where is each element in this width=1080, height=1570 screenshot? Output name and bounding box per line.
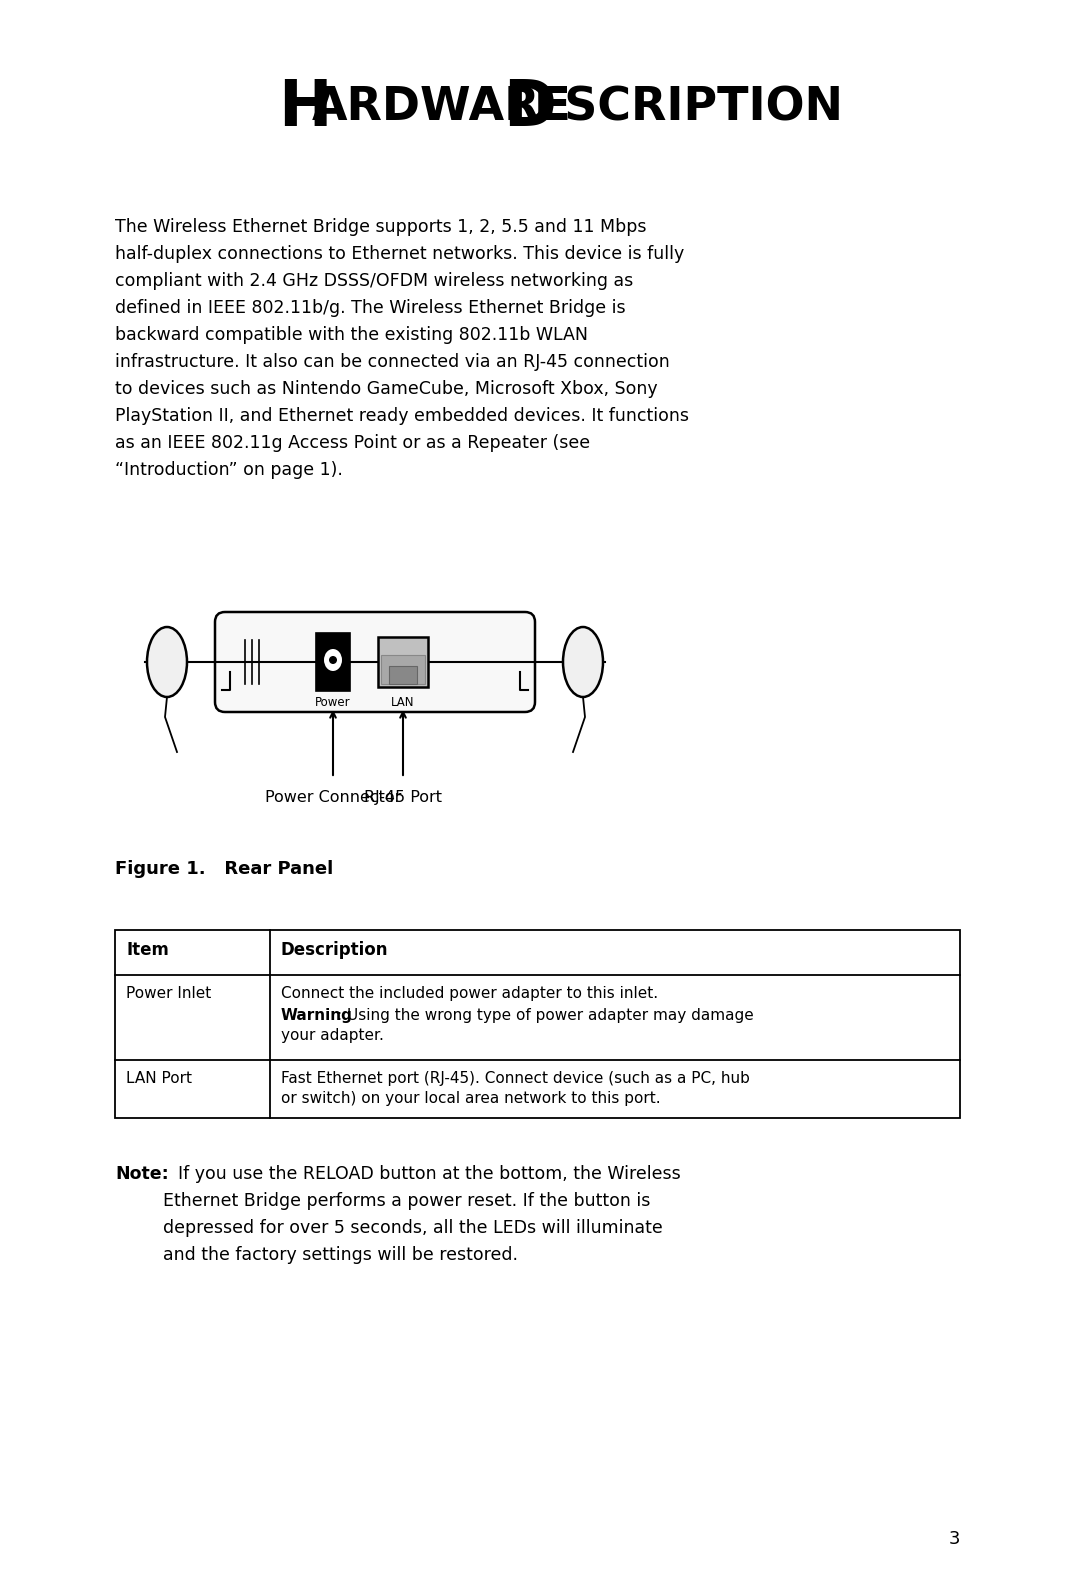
- Text: “Introduction” on page 1).: “Introduction” on page 1).: [114, 462, 342, 479]
- Text: LAN Port: LAN Port: [126, 1071, 192, 1086]
- Text: depressed for over 5 seconds, all the LEDs will illuminate: depressed for over 5 seconds, all the LE…: [163, 1218, 663, 1237]
- Text: Note:: Note:: [114, 1165, 168, 1184]
- Text: D: D: [503, 77, 556, 140]
- Text: Connect the included power adapter to this inlet.: Connect the included power adapter to th…: [281, 986, 658, 1002]
- Text: Warning: Warning: [281, 1008, 353, 1024]
- Text: or switch) on your local area network to this port.: or switch) on your local area network to…: [281, 1091, 661, 1105]
- FancyBboxPatch shape: [215, 612, 535, 713]
- Text: H: H: [279, 77, 332, 140]
- Text: If you use the RELOAD button at the bottom, the Wireless: If you use the RELOAD button at the bott…: [167, 1165, 680, 1184]
- Text: Item: Item: [126, 940, 168, 959]
- Text: Description: Description: [281, 940, 389, 959]
- Text: as an IEEE 802.11g Access Point or as a Repeater (see: as an IEEE 802.11g Access Point or as a …: [114, 433, 590, 452]
- Text: RJ-45 Port: RJ-45 Port: [364, 790, 442, 805]
- Bar: [316, 633, 350, 691]
- Text: LAN: LAN: [391, 696, 415, 710]
- Text: 3: 3: [948, 1531, 960, 1548]
- Text: Power Connector: Power Connector: [265, 790, 401, 805]
- Text: Power Inlet: Power Inlet: [126, 986, 212, 1002]
- Bar: [381, 655, 426, 685]
- Text: Fast Ethernet port (RJ-45). Connect device (such as a PC, hub: Fast Ethernet port (RJ-45). Connect devi…: [281, 1071, 750, 1086]
- Text: Power: Power: [315, 696, 351, 710]
- Ellipse shape: [324, 648, 342, 670]
- Text: compliant with 2.4 GHz DSSS/OFDM wireless networking as: compliant with 2.4 GHz DSSS/OFDM wireles…: [114, 272, 633, 290]
- Text: The Wireless Ethernet Bridge supports 1, 2, 5.5 and 11 Mbps: The Wireless Ethernet Bridge supports 1,…: [114, 218, 647, 236]
- Text: half-duplex connections to Ethernet networks. This device is fully: half-duplex connections to Ethernet netw…: [114, 245, 685, 264]
- Text: : Using the wrong type of power adapter may damage: : Using the wrong type of power adapter …: [337, 1008, 754, 1024]
- Text: Ethernet Bridge performs a power reset. If the button is: Ethernet Bridge performs a power reset. …: [163, 1192, 650, 1210]
- Bar: [378, 637, 428, 688]
- Text: to devices such as Nintendo GameCube, Microsoft Xbox, Sony: to devices such as Nintendo GameCube, Mi…: [114, 380, 658, 399]
- Text: Figure 1.   Rear Panel: Figure 1. Rear Panel: [114, 860, 334, 878]
- Text: ARDWARE: ARDWARE: [311, 85, 571, 130]
- Circle shape: [329, 656, 337, 664]
- Text: your adapter.: your adapter.: [281, 1028, 383, 1042]
- Bar: [114, 929, 960, 1118]
- Ellipse shape: [563, 626, 603, 697]
- Text: ESCRIPTION: ESCRIPTION: [534, 85, 843, 130]
- Text: defined in IEEE 802.11b/g. The Wireless Ethernet Bridge is: defined in IEEE 802.11b/g. The Wireless …: [114, 298, 625, 317]
- Ellipse shape: [147, 626, 187, 697]
- Text: backward compatible with the existing 802.11b WLAN: backward compatible with the existing 80…: [114, 327, 588, 344]
- Text: PlayStation II, and Ethernet ready embedded devices. It functions: PlayStation II, and Ethernet ready embed…: [114, 407, 689, 425]
- Text: infrastructure. It also can be connected via an RJ-45 connection: infrastructure. It also can be connected…: [114, 353, 670, 371]
- Text: and the factory settings will be restored.: and the factory settings will be restore…: [163, 1247, 518, 1264]
- Bar: [389, 666, 417, 685]
